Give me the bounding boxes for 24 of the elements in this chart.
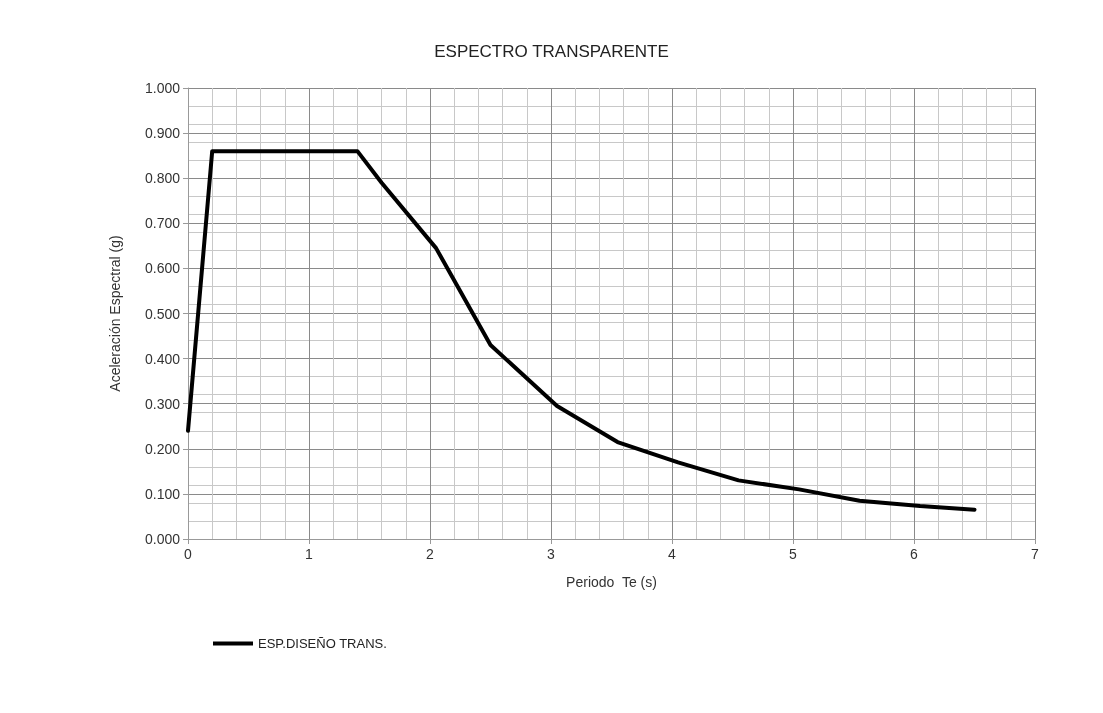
x-tick-label: 5 bbox=[789, 546, 798, 562]
y-tick-label: 0.800 bbox=[144, 170, 181, 187]
y-tick-label: 0.400 bbox=[144, 350, 181, 367]
y-tick-label: 0.100 bbox=[144, 485, 181, 502]
x-axis-title: Periodo Te (s) bbox=[566, 574, 657, 590]
y-axis-title: Aceleración Espectral (g) bbox=[107, 235, 123, 392]
x-tick-label: 3 bbox=[547, 546, 556, 562]
y-tick-label: 0.000 bbox=[144, 531, 181, 547]
y-tick-label: 0.500 bbox=[144, 305, 181, 322]
x-tick-label: 7 bbox=[1031, 546, 1040, 562]
line-series bbox=[186, 149, 977, 512]
y-tick-label: 0.200 bbox=[144, 440, 181, 457]
x-tick-label: 0 bbox=[184, 546, 193, 562]
legend-label: ESP.DISEÑO TRANS. bbox=[258, 636, 387, 651]
y-tick-label: 0.900 bbox=[144, 125, 181, 142]
x-tick-label: 1 bbox=[305, 546, 314, 562]
x-tick-label: 4 bbox=[668, 546, 677, 562]
y-tick-label: 0.700 bbox=[144, 215, 181, 232]
y-tick-label: 1.000 bbox=[144, 80, 181, 96]
x-tick-label: 6 bbox=[910, 546, 919, 562]
y-tick-label: 0.300 bbox=[144, 395, 181, 412]
x-tick-label: 2 bbox=[426, 546, 435, 562]
y-tick-label: 0.600 bbox=[144, 260, 181, 277]
chart-title: ESPECTRO TRANSPARENTE bbox=[434, 42, 669, 61]
